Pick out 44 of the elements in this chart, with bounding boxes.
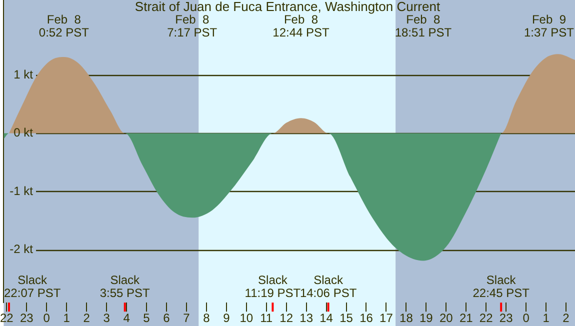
- ref-line-label: Slack 22:45 PST: [472, 272, 530, 300]
- ref-line-label: Slack 11:19 PST: [244, 272, 302, 300]
- y-tick-label: 1 kt: [14, 67, 34, 82]
- x-tick-label: 14: [320, 311, 334, 326]
- x-tick-label: 12: [280, 311, 294, 326]
- annotation: Feb 8 0:52 PST: [38, 12, 90, 40]
- annotation: Feb 9 1:37 PST: [524, 12, 575, 40]
- x-tick-label: 2: [83, 311, 90, 326]
- x-tick-label: 5: [143, 311, 150, 326]
- y-tick-label: -1 kt: [10, 184, 34, 198]
- x-tick-label: 0: [43, 311, 50, 326]
- x-tick-label: 22: [0, 311, 14, 326]
- x-tick-label: 23: [20, 311, 34, 326]
- chart-title: Strait of Juan de Fuca Entrance, Washington Current: [134, 0, 440, 14]
- ref-line-label: Slack 3:55 PST: [100, 272, 151, 300]
- y-tick-label: 0 kt: [14, 126, 34, 140]
- x-tick-label: 11: [260, 311, 273, 326]
- x-tick-label: 1: [63, 311, 70, 326]
- ref-line-label: Slack 14:06 PST: [300, 272, 358, 300]
- x-tick-label: 21: [459, 311, 474, 326]
- x-tick-label: 20: [439, 311, 454, 326]
- x-tick-label: 4: [123, 311, 130, 326]
- ref-line-label: Slack 22:07 PST: [4, 272, 62, 300]
- x-tick-label: 16: [360, 311, 374, 326]
- x-tick-label: 7: [183, 311, 190, 326]
- y-tick-label: -2 kt: [10, 242, 34, 256]
- x-tick-label: 3: [103, 311, 110, 326]
- x-tick-label: 10: [240, 311, 254, 326]
- x-tick-label: 2: [562, 311, 570, 326]
- annotation: Feb 8 12:44 PST: [272, 12, 330, 40]
- x-tick-label: 23: [499, 311, 514, 326]
- x-tick-label: 15: [340, 311, 354, 326]
- annotation: Feb 8 18:51 PST: [394, 12, 452, 40]
- x-tick-label: 1: [542, 311, 550, 326]
- annotation: Feb 8 7:17 PST: [167, 12, 218, 40]
- x-tick-label: 0: [522, 311, 530, 326]
- x-tick-label: 8: [203, 311, 210, 326]
- x-tick-label: 6: [163, 311, 170, 326]
- x-tick-label: 22: [479, 311, 494, 326]
- x-tick-label: 17: [380, 311, 394, 326]
- x-tick-label: 13: [300, 311, 314, 326]
- x-tick-label: 18: [400, 311, 414, 326]
- x-tick-label: 19: [420, 311, 434, 326]
- x-tick-label: 9: [223, 311, 230, 326]
